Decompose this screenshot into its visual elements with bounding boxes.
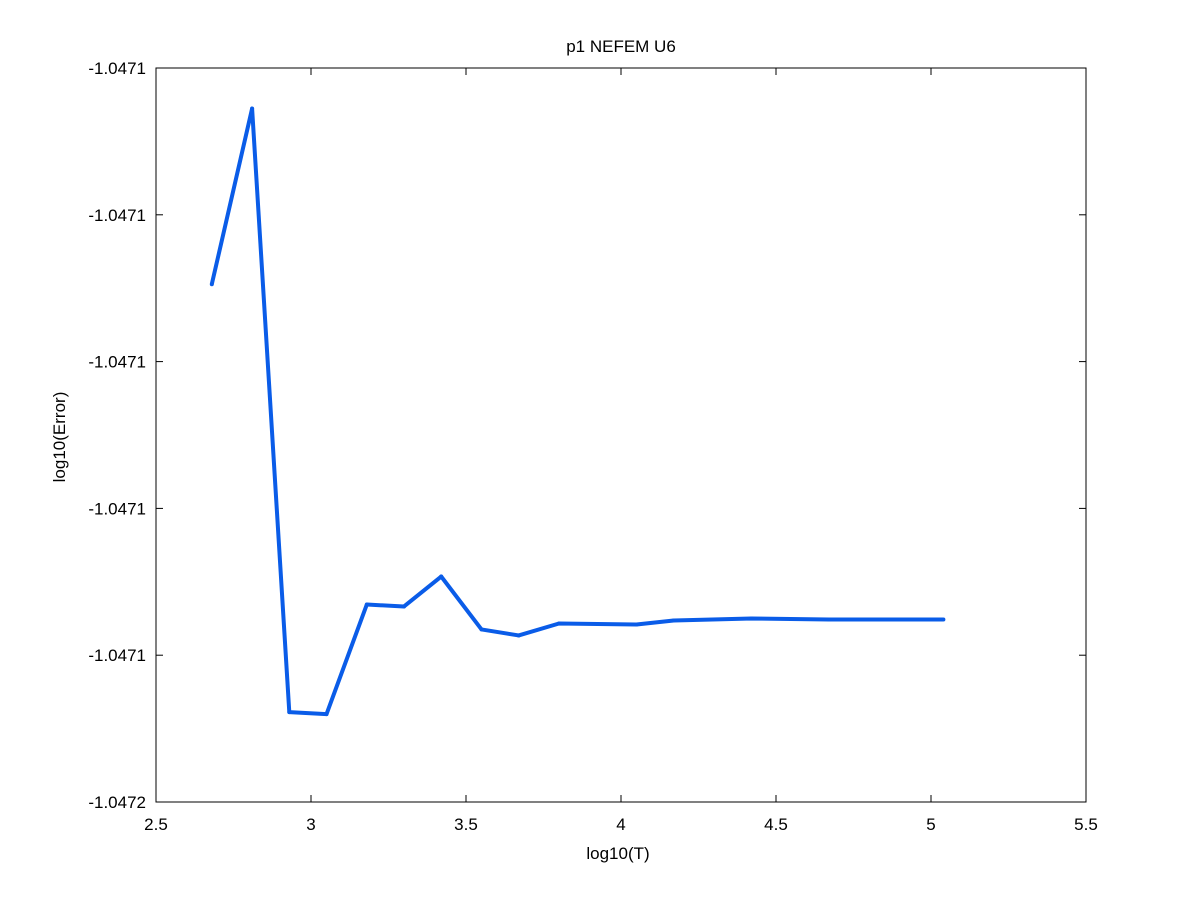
x-axis-title: log10(T) — [586, 844, 649, 863]
data-point — [324, 712, 329, 717]
y-tick-label: -1.0472 — [88, 793, 146, 812]
data-point — [941, 617, 946, 622]
data-point — [749, 616, 754, 621]
data-point — [209, 282, 214, 287]
data-point — [826, 617, 831, 622]
data-point — [250, 106, 255, 111]
data-point — [634, 622, 639, 627]
x-tick-label: 4 — [616, 815, 625, 834]
data-point — [402, 604, 406, 609]
data-point — [439, 574, 444, 579]
x-tick-label: 4.5 — [764, 815, 788, 834]
chart-title: p1 NEFEM U6 — [566, 37, 676, 56]
series-layer — [209, 106, 946, 717]
y-tick-label: -1.0471 — [88, 646, 146, 665]
y-axis-ticks: -1.0471 -1.0471 -1.0471 -1.0471 -1.0471 -1.04… — [88, 59, 1086, 812]
y-tick-label: -1.0471 — [88, 206, 146, 225]
x-tick-label: 5 — [926, 815, 935, 834]
data-point — [557, 621, 561, 626]
x-tick-label: 5.5 — [1074, 815, 1098, 834]
data-point — [287, 710, 292, 715]
data-point — [671, 618, 676, 623]
x-tick-label: 3.5 — [454, 815, 478, 834]
data-point — [364, 602, 369, 607]
x-axis-ticks: 2.5 3 3.5 4 4.5 5 5.5 — [144, 68, 1098, 834]
x-tick-label: 3 — [306, 815, 315, 834]
y-axis-title: log10(Error) — [50, 392, 69, 483]
y-tick-label: -1.0471 — [88, 353, 146, 372]
data-point — [516, 633, 521, 638]
y-tick-label: -1.0471 — [88, 499, 146, 518]
y-tick-label: -1.0471 — [88, 59, 146, 78]
x-tick-label: 2.5 — [144, 815, 168, 834]
data-point — [479, 627, 484, 632]
